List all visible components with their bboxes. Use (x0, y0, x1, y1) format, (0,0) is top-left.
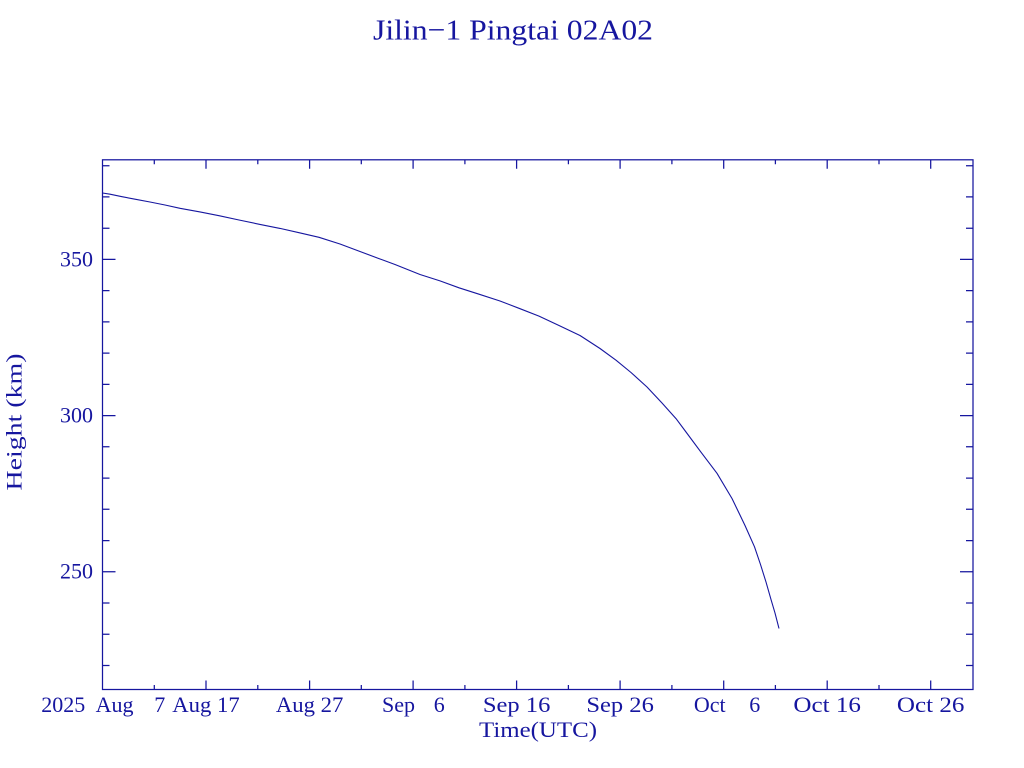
svg-text:Oct 26: Oct 26 (897, 692, 965, 717)
svg-text:250: 250 (60, 559, 93, 584)
svg-text:300: 300 (60, 403, 93, 428)
svg-text:Sep 26: Sep 26 (586, 692, 654, 717)
svg-text:7: 7 (154, 692, 165, 717)
svg-text:350: 350 (60, 246, 93, 271)
svg-text:Aug: Aug (96, 692, 134, 717)
svg-text:Sep 16: Sep 16 (483, 692, 551, 717)
svg-text:Aug 27: Aug 27 (276, 692, 344, 717)
svg-text:Height (km): Height (km) (2, 354, 27, 491)
svg-text:Aug 17: Aug 17 (172, 692, 240, 717)
svg-text:Sep: Sep (382, 692, 415, 717)
svg-text:2025: 2025 (41, 692, 85, 717)
svg-text:6: 6 (749, 692, 760, 717)
svg-text:Jilin−1 Pingtai 02A02: Jilin−1 Pingtai 02A02 (373, 15, 653, 47)
svg-text:Oct: Oct (694, 692, 726, 717)
svg-text:Time(UTC): Time(UTC) (479, 717, 597, 742)
svg-text:6: 6 (434, 692, 445, 717)
svg-text:Oct 16: Oct 16 (793, 692, 861, 717)
